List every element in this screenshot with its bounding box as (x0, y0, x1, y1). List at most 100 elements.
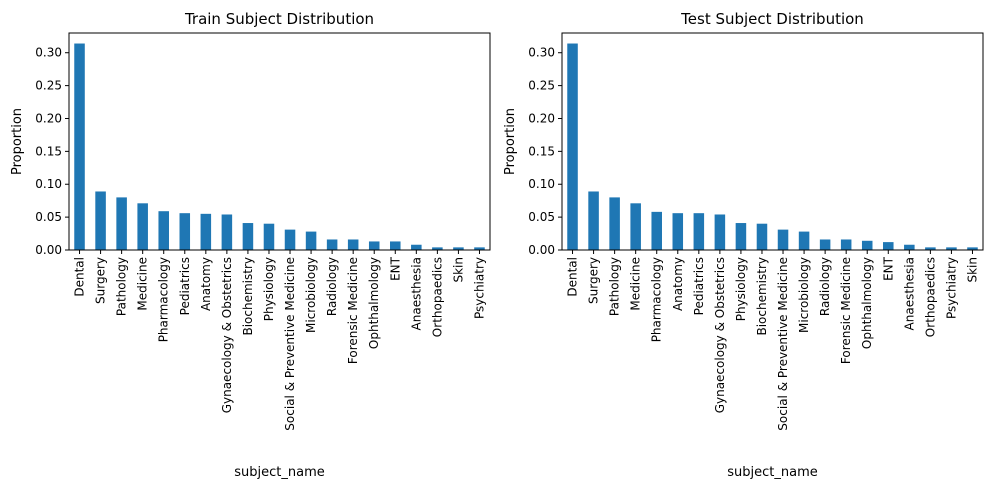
bar-surgery (588, 191, 599, 250)
test-axes-frame (561, 32, 984, 251)
x-tick-label: Gynaecology & Obstetrics (220, 257, 234, 413)
bar-pathology (609, 197, 620, 250)
x-tick-label: Medicine (629, 257, 643, 311)
bar-pharmacology (651, 211, 662, 250)
x-tick-label: Skin (965, 257, 979, 283)
bar-ophthalmology (861, 240, 873, 250)
bar-anatomy (672, 213, 684, 250)
x-tick-label: Pediatrics (178, 257, 192, 315)
x-tick-label: Ophthalmology (367, 257, 381, 349)
bar-anaesthesia (411, 244, 422, 250)
x-tick-label: Physiology (262, 257, 276, 321)
y-tick-label: 0.25 (528, 79, 555, 93)
x-tick-label: Psychiatry (944, 257, 958, 319)
y-tick-label: 0.15 (528, 144, 555, 158)
x-tick-label: Anaesthesia (409, 257, 423, 330)
x-tick-label: ENT (881, 256, 895, 281)
bar-medicine (630, 203, 641, 250)
x-axis-label: subject_name (727, 465, 818, 480)
x-tick-label: Forensic Medicine (346, 257, 360, 364)
bar-anaesthesia (904, 244, 915, 250)
y-tick-label: 0.30 (528, 46, 555, 60)
x-tick-label: Ophthalmology (860, 257, 874, 349)
x-tick-label: Dental (73, 257, 87, 297)
x-tick-label: Social & Preventive Medicine (776, 257, 790, 431)
x-tick-label: Biochemistry (755, 257, 769, 336)
x-tick-label: Physiology (734, 257, 748, 321)
y-axis-label: Proportion (10, 108, 25, 175)
bar-psychiatry (946, 247, 957, 250)
chart-title: Test Subject Distribution (680, 10, 864, 28)
y-tick-label: 0.20 (35, 111, 62, 125)
bar-pharmacology (158, 211, 169, 250)
y-tick-label: 0.30 (35, 46, 62, 60)
train-chart-panel: 0.00 0.05 0.10 0.15 0.20 0.25 0.30 Dental Surger… (10, 10, 491, 480)
bar-forensic-medicine (840, 239, 852, 250)
x-tick-label: Surgery (587, 257, 601, 304)
x-tick-label: Skin (451, 257, 465, 283)
x-tick-label: Orthopaedics (923, 257, 937, 337)
y-tick-label: 0.05 (528, 210, 555, 224)
bar-radiology (819, 239, 831, 250)
bar-ent (390, 241, 401, 250)
x-tick-label: Gynaecology & Obstetrics (713, 257, 727, 413)
bar-biochemistry (242, 223, 254, 250)
x-tick-label: Pharmacology (650, 257, 664, 342)
x-tick-label: Pediatrics (692, 257, 706, 315)
y-tick-label: 0.00 (35, 243, 62, 257)
bar-psychiatry (474, 247, 485, 250)
bar-surgery (95, 191, 106, 250)
x-tick-label: Microbiology (797, 257, 811, 333)
bar-physiology (263, 223, 275, 250)
bar-dental (74, 43, 85, 250)
y-tick-label: 0.00 (528, 243, 555, 257)
bar-skin (967, 247, 978, 250)
bar-skin (453, 247, 464, 250)
x-tick-label: Surgery (94, 257, 108, 304)
x-tick-label: Dental (566, 257, 580, 297)
y-tick-label: 0.15 (35, 144, 62, 158)
y-tick-label: 0.10 (528, 177, 555, 191)
x-tick-label: Anatomy (199, 257, 213, 311)
y-tick-label: 0.10 (35, 177, 62, 191)
bar-pediatrics (179, 213, 191, 250)
x-tick-label: Radiology (818, 257, 832, 316)
bar-medicine (137, 203, 148, 250)
x-tick-label: Anatomy (671, 257, 685, 311)
bar-dental (567, 43, 578, 250)
bar-radiology (326, 239, 338, 250)
x-tick-label: ENT (388, 256, 402, 281)
bar-social-and-preventive-medicine (284, 229, 296, 250)
bar-pathology (116, 197, 127, 250)
bar-orthopaedics (432, 247, 443, 250)
x-tick-label: Psychiatry (472, 257, 486, 319)
y-tick-label: 0.05 (35, 210, 62, 224)
x-tick-label: Anaesthesia (902, 257, 916, 330)
bar-social-and-preventive-medicine (777, 229, 789, 250)
bar-ophthalmology (368, 241, 380, 250)
bar-gynaecology-and-obstetrics (714, 214, 726, 250)
bar-microbiology (798, 231, 810, 250)
bar-biochemistry (756, 223, 768, 250)
x-tick-label: Biochemistry (241, 257, 255, 336)
test-chart-panel: 0.00 0.05 0.10 0.15 0.20 0.25 0.30 Dental Surger… (503, 10, 984, 480)
x-tick-label: Pharmacology (157, 257, 171, 342)
bar-gynaecology-and-obstetrics (221, 214, 233, 250)
bar-pediatrics (693, 213, 705, 250)
bar-ent (883, 242, 894, 250)
bar-microbiology (305, 231, 317, 250)
y-tick-label: 0.20 (528, 111, 555, 125)
y-tick-label: 0.25 (35, 79, 62, 93)
y-axis-label: Proportion (503, 108, 518, 175)
x-tick-label: Pathology (608, 257, 622, 316)
x-tick-label: Medicine (136, 257, 150, 311)
chart-title: Train Subject Distribution (184, 10, 374, 28)
x-tick-label: Orthopaedics (430, 257, 444, 337)
x-tick-label: Forensic Medicine (839, 257, 853, 364)
bar-forensic-medicine (347, 239, 359, 250)
train-axes-frame (68, 32, 491, 251)
x-tick-label: Pathology (115, 257, 129, 316)
x-tick-label: Radiology (325, 257, 339, 316)
x-axis-label: subject_name (234, 465, 325, 480)
